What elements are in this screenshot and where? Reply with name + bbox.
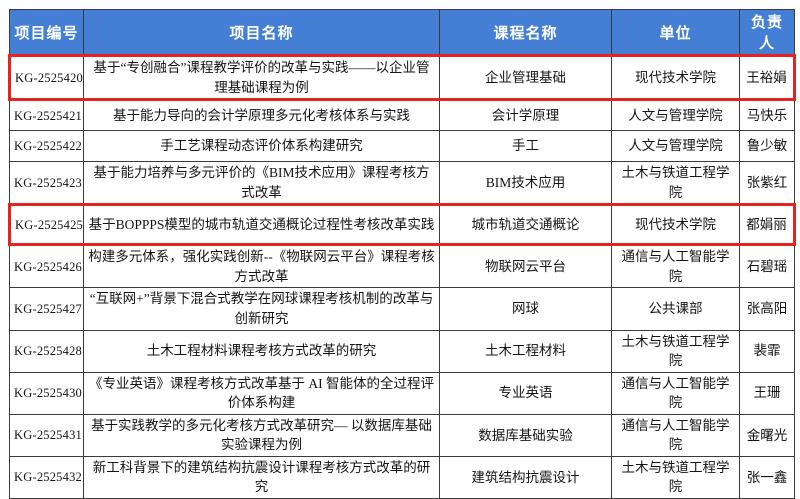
project-id-cell: KG-2525428 <box>9 329 84 373</box>
person-cell: 王珊 <box>739 371 795 415</box>
person-cell: 王裕娟 <box>739 53 796 102</box>
project-id-cell: KG-2525423 <box>9 161 84 206</box>
person-cell: 张一鑫 <box>739 455 795 499</box>
table-row: KG-2525428 土木工程材料课程考核方式改革的研究 土木工程材料 土木与铁… <box>9 329 795 373</box>
person-cell: 都娟丽 <box>739 203 796 247</box>
course-name-cell: 手工 <box>439 130 612 163</box>
project-name-cell: “互联网+”背景下混合式教学在网球课程考核机制的改革与创新研究 <box>83 287 440 331</box>
table-row: KG-2525423 基于能力培养与多元评价的《BIM技术应用》课程考核方式改革… <box>9 161 795 206</box>
project-name-cell: 基于能力导向的会计学原理多元化考核体系与实践 <box>83 99 440 132</box>
person-cell: 张高阳 <box>739 287 795 331</box>
project-name-cell: 新工科背景下的建筑结构抗震设计课程考核方式改革的研究 <box>83 455 440 499</box>
table-row: KG-2525422 手工艺课程动态评价体系构建研究 手工 人文与管理学院 鲁少… <box>9 130 795 163</box>
table-row: KG-2525431 基于实践教学的多元化考核方式改革研究— 以数据库基础实验课… <box>9 413 795 457</box>
project-id-cell: KG-2525430 <box>9 371 84 415</box>
person-cell: 马快乐 <box>739 99 795 132</box>
header-unit: 单位 <box>611 9 740 56</box>
project-name-cell: 基于能力培养与多元评价的《BIM技术应用》课程考核方式改革 <box>83 161 440 206</box>
header-person: 负责人 <box>739 9 795 56</box>
unit-cell: 通信与人工智能学院 <box>611 371 740 415</box>
unit-cell: 现代技术学院 <box>611 53 740 102</box>
course-name-cell: 城市轨道交通概论 <box>439 203 612 247</box>
unit-cell: 人文与管理学院 <box>611 99 740 132</box>
unit-cell: 公共课部 <box>611 287 740 331</box>
person-cell: 张紫红 <box>739 161 795 206</box>
project-id-cell: KG-2525431 <box>9 413 84 457</box>
project-name-cell: 基于“专创融合”课程教学评价的改革与实践——以企业管理基础课程为例 <box>83 53 440 102</box>
unit-cell: 现代技术学院 <box>611 203 740 247</box>
course-name-cell: 会计学原理 <box>439 99 612 132</box>
person-cell: 鲁少敏 <box>739 130 795 163</box>
project-id-cell: KG-2525421 <box>9 99 84 132</box>
unit-cell: 人文与管理学院 <box>611 130 740 163</box>
table-row: KG-2525421 基于能力导向的会计学原理多元化考核体系与实践 会计学原理 … <box>9 99 795 132</box>
person-cell: 裴霏 <box>739 329 795 373</box>
unit-cell: 土木与铁道工程学院 <box>611 161 740 206</box>
course-name-cell: 物联网云平台 <box>439 244 612 289</box>
header-project-id: 项目编号 <box>9 9 84 56</box>
table-row: KG-2525432 新工科背景下的建筑结构抗震设计课程考核方式改革的研究 建筑… <box>9 455 795 499</box>
project-id-cell: KG-2525425 <box>8 203 84 247</box>
person-cell: 石碧瑶 <box>739 244 795 289</box>
course-name-cell: 网球 <box>439 287 612 331</box>
project-name-cell: 手工艺课程动态评价体系构建研究 <box>83 130 440 163</box>
projects-table: 项目编号 项目名称 课程名称 单位 负责人 KG-2525420 基于“专创融合… <box>8 9 796 499</box>
project-id-cell: KG-2525422 <box>9 130 84 163</box>
project-id-cell: KG-2525432 <box>9 455 84 499</box>
project-name-cell: 构建多元体系，强化实践创新--《物联网云平台》课程考核方式改革 <box>83 244 440 289</box>
project-name-cell: 《专业英语》课程考核方式改革基于 AI 智能体的全过程评价体系构建 <box>83 371 440 415</box>
course-name-cell: 专业英语 <box>439 371 612 415</box>
project-name-cell: 基于实践教学的多元化考核方式改革研究— 以数据库基础实验课程为例 <box>83 413 440 457</box>
table-row: KG-2525420 基于“专创融合”课程教学评价的改革与实践——以企业管理基础… <box>8 53 796 102</box>
table-row: KG-2525426 构建多元体系，强化实践创新--《物联网云平台》课程考核方式… <box>9 244 795 289</box>
course-name-cell: 数据库基础实验 <box>439 413 612 457</box>
project-name-cell: 基于BOPPPS模型的城市轨道交通概论过程性考核改革实践 <box>83 203 440 247</box>
project-id-cell: KG-2525427 <box>9 287 84 331</box>
person-cell: 金曙光 <box>739 413 795 457</box>
course-name-cell: 土木工程材料 <box>439 329 612 373</box>
course-name-cell: 企业管理基础 <box>439 53 612 102</box>
course-name-cell: BIM技术应用 <box>439 161 612 206</box>
unit-cell: 通信与人工智能学院 <box>611 413 740 457</box>
course-name-cell: 建筑结构抗震设计 <box>439 455 612 499</box>
project-name-cell: 土木工程材料课程考核方式改革的研究 <box>83 329 440 373</box>
project-id-cell: KG-2525426 <box>9 244 84 289</box>
header-course-name: 课程名称 <box>439 9 612 56</box>
unit-cell: 土木与铁道工程学院 <box>611 455 740 499</box>
projects-table-container: 项目编号 项目名称 课程名称 单位 负责人 KG-2525420 基于“专创融合… <box>8 9 796 499</box>
header-project-name: 项目名称 <box>83 9 440 56</box>
unit-cell: 通信与人工智能学院 <box>611 244 740 289</box>
table-row: KG-2525430 《专业英语》课程考核方式改革基于 AI 智能体的全过程评价… <box>9 371 795 415</box>
unit-cell: 土木与铁道工程学院 <box>611 329 740 373</box>
table-header-row: 项目编号 项目名称 课程名称 单位 负责人 <box>9 9 795 56</box>
project-id-cell: KG-2525420 <box>8 53 84 102</box>
table-row: KG-2525427 “互联网+”背景下混合式教学在网球课程考核机制的改革与创新… <box>9 287 795 331</box>
table-row: KG-2525425 基于BOPPPS模型的城市轨道交通概论过程性考核改革实践 … <box>8 203 796 247</box>
